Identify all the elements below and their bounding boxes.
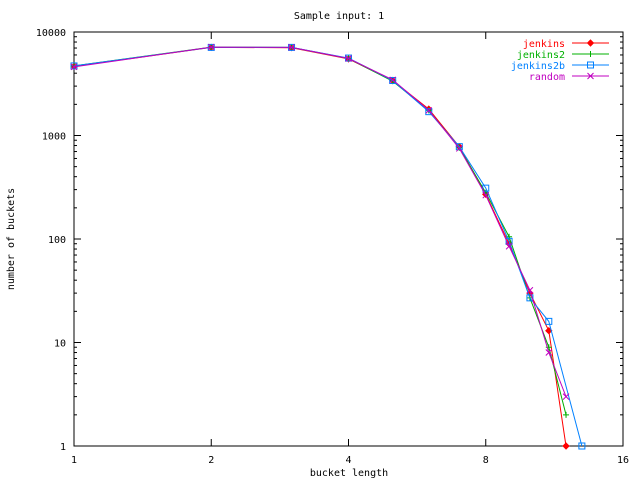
series-point-random — [70, 63, 78, 71]
series-point-jenkins2b — [425, 108, 433, 116]
legend-label-jenkins: jenkins — [523, 39, 565, 50]
series-point-random — [455, 145, 463, 152]
x-tick-label: 8 — [483, 455, 489, 466]
series-point-jenkins2b — [70, 62, 78, 70]
series-point-random — [545, 349, 553, 356]
series-point-random — [482, 191, 490, 199]
x-tick-label: 16 — [617, 455, 629, 466]
series-point-jenkins2 — [563, 411, 570, 418]
legend-marker-jenkins — [586, 39, 595, 47]
series-point-jenkins2b — [505, 237, 513, 245]
legend-label-jenkins2: jenkins2 — [517, 50, 565, 61]
x-tick-label: 2 — [208, 455, 214, 466]
legend-marker-random — [587, 72, 594, 80]
series-point-random — [207, 43, 215, 51]
series-point-jenkins2b — [455, 143, 463, 151]
y-tick-label: 10 — [54, 339, 66, 350]
series-point-jenkins2b — [526, 294, 534, 302]
legend-label-random: random — [529, 72, 565, 83]
y-tick-label: 100 — [48, 235, 66, 246]
series-point-jenkins2b — [389, 76, 397, 84]
y-axis-label: number of buckets — [6, 188, 17, 290]
series-point-random — [526, 286, 534, 294]
y-tick-label: 1000 — [42, 132, 66, 143]
series-point-jenkins — [562, 442, 570, 450]
series-point-random — [562, 393, 570, 400]
series-point-random — [345, 55, 352, 62]
legend-marker-jenkins2b — [587, 61, 594, 69]
y-tick-label: 10000 — [36, 28, 66, 39]
series-point-jenkins2b — [578, 442, 586, 450]
series-point-random — [505, 242, 513, 250]
series-point-jenkins2b — [482, 184, 490, 192]
x-tick-label: 4 — [345, 455, 351, 466]
legend-label-jenkins2b: jenkins2b — [511, 61, 565, 72]
series-point-random — [425, 106, 433, 114]
x-axis-label: bucket length — [310, 468, 388, 479]
series-point-random — [288, 44, 295, 51]
series-line-random — [73, 46, 567, 397]
x-tick-label: 1 — [71, 455, 77, 466]
series-point-random — [389, 76, 397, 84]
y-tick-label: 1 — [60, 442, 66, 453]
chart-title: Sample input: 1 — [294, 11, 384, 22]
series-point-jenkins2b — [545, 317, 553, 325]
plot-area: 1 10 100 1000 10000 1 2 4 8 16 jenkinsjenkins2jenk… — [36, 28, 629, 466]
legend-marker-jenkins2 — [587, 51, 594, 57]
